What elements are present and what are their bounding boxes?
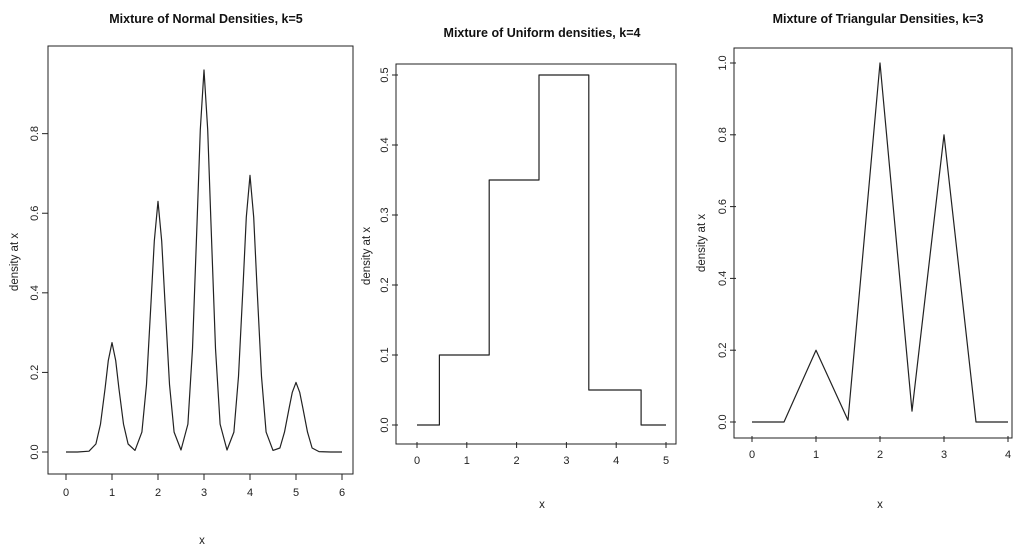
y-tick-label: 0.4	[379, 137, 391, 152]
x-tick-label: 0	[749, 449, 755, 461]
chart-title: Mixture of Normal Densities, k=5	[109, 12, 303, 26]
y-tick-label: 0.2	[717, 343, 729, 358]
y-tick-label: 0.6	[29, 206, 41, 221]
x-tick-label: 1	[813, 449, 819, 461]
x-tick-label: 1	[109, 487, 115, 499]
y-tick-label: 0.5	[379, 67, 391, 82]
y-axis-label: density at x	[361, 227, 373, 285]
x-tick-label: 5	[293, 487, 299, 499]
x-tick-label: 3	[563, 455, 569, 467]
x-tick-label: 1	[464, 455, 470, 467]
plot-frame	[47, 45, 354, 475]
x-tick-label: 3	[201, 487, 207, 499]
x-tick-label: 2	[514, 455, 520, 467]
chart-title: Mixture of Triangular Densities, k=3	[773, 12, 984, 26]
x-tick-label: 0	[63, 487, 69, 499]
chart-title: Mixture of Uniform densities, k=4	[444, 26, 641, 40]
x-axis: 0 1 2 3 4	[749, 436, 1011, 461]
x-tick-label: 2	[155, 487, 161, 499]
x-tick-label: 5	[663, 455, 669, 467]
y-tick-label: 0.6	[717, 199, 729, 214]
y-tick-label: 0.3	[379, 207, 391, 222]
y-tick-label: 0.1	[379, 347, 391, 362]
y-axis: 0.0 0.2 0.4 0.6 0.8 1.0	[717, 55, 736, 430]
density-curve	[417, 74, 666, 426]
chart-uniform-densities: Mixture of Uniform densities, k=4 0.0 0.1…	[361, 26, 677, 511]
x-tick-label: 6	[339, 487, 345, 499]
y-tick-label: 0.2	[29, 365, 41, 380]
y-axis: 0.0 0.2 0.4 0.6 0.8	[29, 126, 48, 460]
x-axis: 0 1 2 3 4 5 6	[63, 474, 345, 499]
x-axis-label: x	[199, 535, 205, 547]
plot-frame	[395, 63, 677, 445]
x-tick-label: 2	[877, 449, 883, 461]
y-tick-label: 0.8	[717, 127, 729, 142]
chart-normal-densities: Mixture of Normal Densities, k=5 0.00.20…	[9, 12, 354, 547]
y-axis-label: density at x	[9, 233, 21, 291]
x-tick-label: 4	[247, 487, 253, 499]
x-tick-label: 4	[1005, 449, 1011, 461]
density-curve	[752, 62, 1008, 423]
x-axis-label: x	[877, 499, 883, 511]
y-axis: 0.0 0.1 0.2 0.3 0.4 0.5	[379, 67, 398, 433]
y-axis-label: density at x	[696, 214, 708, 272]
y-tick-label: 1.0	[717, 55, 729, 70]
y-tick-label: 0.2	[379, 277, 391, 292]
y-tick-label: 0.0	[717, 414, 729, 429]
y-tick-label: 0.8	[29, 126, 41, 141]
y-tick-label: 0.4	[717, 271, 729, 286]
density-curve	[66, 69, 342, 453]
y-tick-label: 0.4	[29, 285, 41, 300]
plot-frame	[733, 47, 1013, 439]
x-tick-label: 0	[414, 455, 420, 467]
x-axis-label: x	[539, 499, 545, 511]
x-axis: 0 1 2 3 4 5	[414, 442, 669, 467]
x-tick-label: 4	[613, 455, 619, 467]
y-tick-label: 0.0	[379, 417, 391, 432]
x-tick-label: 3	[941, 449, 947, 461]
y-tick-label: 0.0	[29, 444, 41, 459]
chart-triangular-densities: Mixture of Triangular Densities, k=3 0.0…	[696, 12, 1013, 511]
